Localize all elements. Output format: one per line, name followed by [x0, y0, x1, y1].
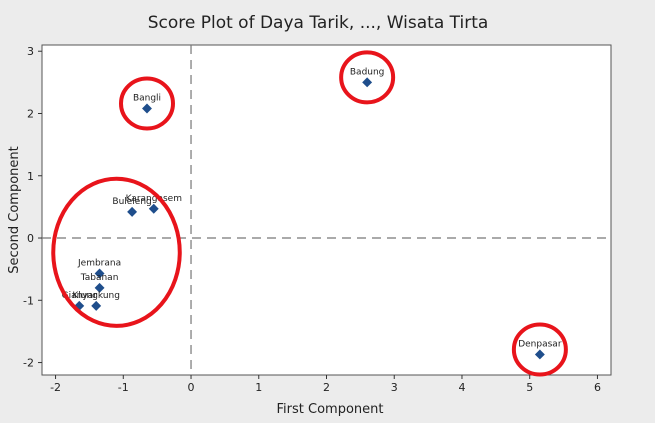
x-tick-label: 1 — [255, 381, 262, 394]
y-tick-label: 0 — [27, 232, 34, 245]
x-tick-label: -1 — [118, 381, 129, 394]
reference-lines — [42, 45, 611, 375]
point-label-badung: Badung — [350, 67, 385, 77]
point-label-bangli: Bangli — [133, 94, 161, 104]
y-axis-ticks: -2 -1 0 1 2 3 — [23, 45, 42, 370]
point-bangli — [142, 103, 152, 114]
y-axis-title: Second Component — [7, 146, 22, 273]
x-tick-label: 5 — [526, 381, 533, 394]
point-label-buleleng: Buleleng — [112, 197, 151, 207]
point-label-karangasem: Karangasem — [126, 194, 182, 204]
y-tick-label: 3 — [27, 45, 34, 58]
x-tick-label: -2 — [50, 381, 61, 394]
highlight-ellipse-4 — [511, 322, 568, 377]
x-tick-label: 4 — [458, 381, 465, 394]
point-label-gianyar: Gianyar — [62, 291, 98, 301]
highlight-ellipse-2 — [118, 76, 175, 131]
point-label-tabanan: Tabanan — [80, 273, 119, 283]
y-tick-label: 2 — [27, 107, 34, 120]
point-buleleng — [127, 206, 138, 217]
y-tick-label: -2 — [23, 357, 34, 370]
point-label-klungkung: Klungkung — [72, 291, 120, 301]
highlight-ellipses — [51, 50, 568, 377]
y-tick-label: -1 — [23, 294, 34, 307]
point-denpasar — [534, 349, 545, 360]
highlight-ellipse-3 — [51, 176, 182, 328]
chart-title: Score Plot of Daya Tarik, ..., Wisata Ti… — [148, 13, 489, 33]
x-tick-label: 6 — [594, 381, 601, 394]
plot-area — [41, 44, 612, 376]
point-label-jembrana: Jembrana — [77, 259, 121, 269]
x-tick-label: 2 — [323, 381, 330, 394]
highlight-ellipse-1 — [339, 50, 396, 105]
x-tick-label: 0 — [188, 381, 195, 394]
point-karangasem — [148, 203, 159, 214]
x-axis-title: First Component — [277, 402, 384, 417]
y-tick-label: 1 — [27, 170, 34, 183]
x-tick-label: 3 — [391, 381, 398, 394]
x-axis-ticks: -2 -1 0 1 2 3 4 5 6 — [50, 375, 601, 394]
point-label-denpasar: Denpasar — [518, 339, 562, 349]
